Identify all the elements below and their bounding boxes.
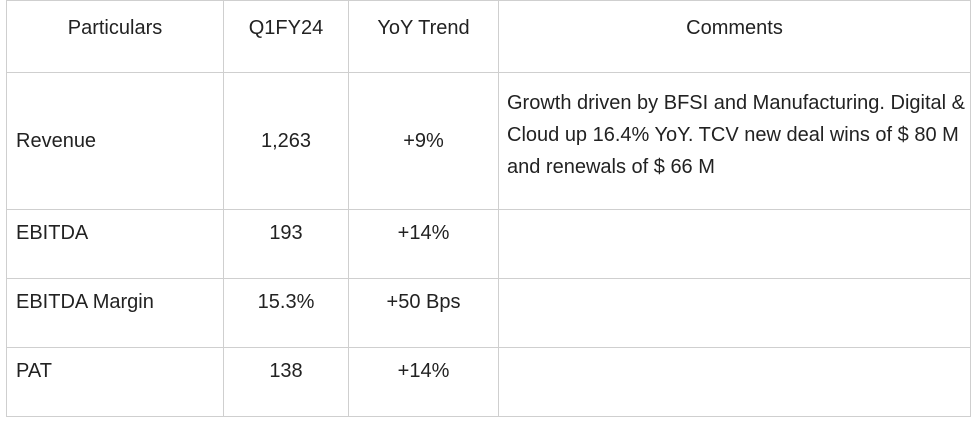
cell-q1fy24: 1,263 bbox=[223, 72, 349, 210]
cell-comment bbox=[498, 347, 971, 417]
cell-yoy: +14% bbox=[348, 347, 499, 417]
table-row: PAT 138 +14% bbox=[6, 347, 971, 417]
cell-yoy: +14% bbox=[348, 209, 499, 279]
cell-comment bbox=[498, 209, 971, 279]
cell-comment: Growth driven by BFSI and Manufacturing.… bbox=[498, 72, 971, 210]
header-row: Particulars Q1FY24 YoY Trend Comments bbox=[6, 0, 971, 73]
header-particulars: Particulars bbox=[6, 0, 224, 73]
cell-q1fy24: 138 bbox=[223, 347, 349, 417]
header-yoy-trend: YoY Trend bbox=[348, 0, 499, 73]
header-q1fy24: Q1FY24 bbox=[223, 0, 349, 73]
cell-q1fy24: 193 bbox=[223, 209, 349, 279]
table-row: EBITDA 193 +14% bbox=[6, 209, 971, 279]
table-row: EBITDA Margin 15.3% +50 Bps bbox=[6, 278, 971, 348]
cell-yoy: +9% bbox=[348, 72, 499, 210]
results-table: Particulars Q1FY24 YoY Trend Comments Re… bbox=[6, 0, 971, 417]
cell-particular: EBITDA Margin bbox=[6, 278, 224, 348]
cell-particular: Revenue bbox=[6, 72, 224, 210]
cell-comment bbox=[498, 278, 971, 348]
table-row: Revenue 1,263 +9% Growth driven by BFSI … bbox=[6, 72, 971, 210]
cell-yoy: +50 Bps bbox=[348, 278, 499, 348]
cell-particular: EBITDA bbox=[6, 209, 224, 279]
header-comments: Comments bbox=[498, 0, 971, 73]
cell-particular: PAT bbox=[6, 347, 224, 417]
cell-q1fy24: 15.3% bbox=[223, 278, 349, 348]
